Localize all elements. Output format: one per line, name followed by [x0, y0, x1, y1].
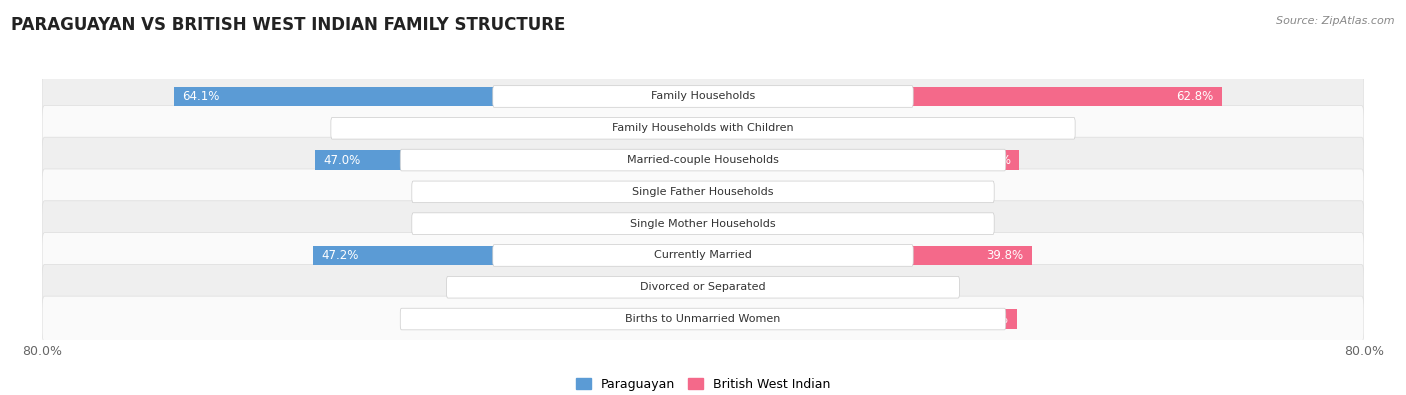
- Text: Family Households with Children: Family Households with Children: [612, 123, 794, 133]
- Legend: Paraguayan, British West Indian: Paraguayan, British West Indian: [576, 378, 830, 391]
- Text: 8.4%: 8.4%: [779, 217, 808, 230]
- FancyBboxPatch shape: [412, 181, 994, 203]
- Text: Single Father Households: Single Father Households: [633, 187, 773, 197]
- Text: Married-couple Households: Married-couple Households: [627, 155, 779, 165]
- Text: Divorced or Separated: Divorced or Separated: [640, 282, 766, 292]
- Bar: [173, 87, 703, 106]
- Bar: [703, 277, 806, 297]
- Text: 38.0%: 38.0%: [972, 312, 1008, 325]
- FancyBboxPatch shape: [42, 169, 1364, 215]
- Bar: [315, 150, 703, 170]
- Text: Currently Married: Currently Married: [654, 250, 752, 260]
- FancyBboxPatch shape: [401, 308, 1005, 330]
- Text: 64.1%: 64.1%: [181, 90, 219, 103]
- Text: 2.2%: 2.2%: [728, 185, 758, 198]
- Bar: [703, 214, 772, 233]
- Bar: [479, 118, 703, 138]
- Text: Births to Unmarried Women: Births to Unmarried Women: [626, 314, 780, 324]
- FancyBboxPatch shape: [492, 245, 914, 266]
- Text: Source: ZipAtlas.com: Source: ZipAtlas.com: [1277, 16, 1395, 26]
- Text: 12.4%: 12.4%: [813, 281, 849, 294]
- Bar: [458, 309, 703, 329]
- Bar: [703, 182, 721, 202]
- Bar: [703, 309, 1017, 329]
- FancyBboxPatch shape: [42, 296, 1364, 342]
- Bar: [607, 277, 703, 297]
- Text: 47.0%: 47.0%: [323, 154, 360, 167]
- Bar: [686, 182, 703, 202]
- Text: Single Mother Households: Single Mother Households: [630, 219, 776, 229]
- Text: 39.8%: 39.8%: [987, 249, 1024, 262]
- Text: 62.8%: 62.8%: [1177, 90, 1213, 103]
- Text: 11.5%: 11.5%: [612, 281, 650, 294]
- FancyBboxPatch shape: [330, 117, 1076, 139]
- Bar: [703, 87, 1222, 106]
- FancyBboxPatch shape: [42, 73, 1364, 119]
- Bar: [314, 246, 703, 265]
- Text: 47.2%: 47.2%: [322, 249, 359, 262]
- FancyBboxPatch shape: [42, 201, 1364, 246]
- Text: 2.1%: 2.1%: [650, 185, 679, 198]
- Text: 27.1%: 27.1%: [488, 122, 524, 135]
- FancyBboxPatch shape: [447, 276, 959, 298]
- FancyBboxPatch shape: [492, 86, 914, 107]
- Text: 26.0%: 26.0%: [872, 122, 910, 135]
- Bar: [703, 118, 918, 138]
- Bar: [655, 214, 703, 233]
- FancyBboxPatch shape: [42, 137, 1364, 183]
- Text: Family Households: Family Households: [651, 92, 755, 102]
- FancyBboxPatch shape: [42, 105, 1364, 151]
- FancyBboxPatch shape: [412, 213, 994, 235]
- Text: 38.3%: 38.3%: [974, 154, 1011, 167]
- Text: 5.8%: 5.8%: [619, 217, 648, 230]
- FancyBboxPatch shape: [42, 233, 1364, 278]
- Text: 29.7%: 29.7%: [465, 312, 503, 325]
- FancyBboxPatch shape: [401, 149, 1005, 171]
- Bar: [703, 246, 1032, 265]
- Text: PARAGUAYAN VS BRITISH WEST INDIAN FAMILY STRUCTURE: PARAGUAYAN VS BRITISH WEST INDIAN FAMILY…: [11, 16, 565, 34]
- FancyBboxPatch shape: [42, 264, 1364, 310]
- Bar: [703, 150, 1019, 170]
